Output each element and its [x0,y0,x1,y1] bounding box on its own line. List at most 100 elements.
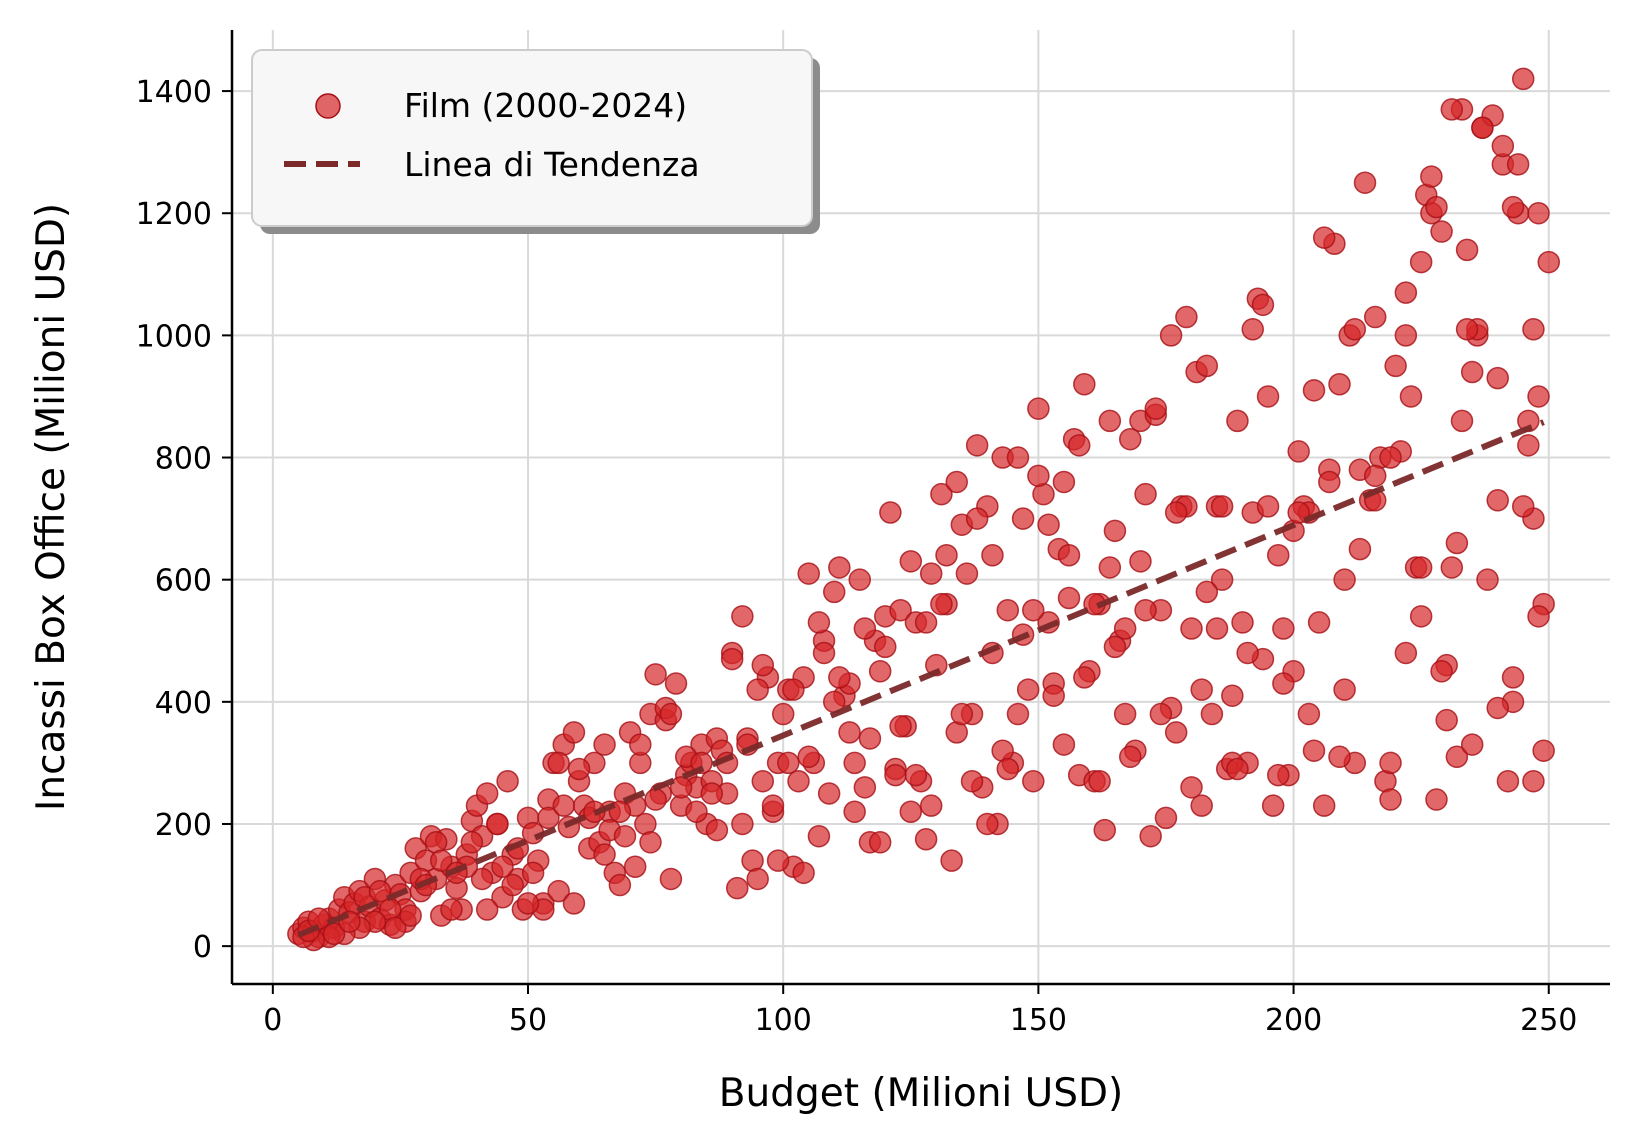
data-point [1384,354,1407,378]
data-point [1506,153,1530,176]
data-point [1144,397,1168,420]
data-point [547,879,570,903]
data-point [1307,611,1331,634]
data-point [1471,116,1494,139]
data-point [1134,598,1157,622]
data-point [996,757,1020,781]
data-point [644,788,667,811]
data-point [1486,696,1509,720]
data-point [1027,397,1050,420]
data-point [868,660,892,683]
data-point [1272,617,1295,640]
data-point [1231,611,1254,634]
data-point [1195,580,1219,604]
data-point [965,434,989,457]
data-point [659,702,683,726]
data-point [1297,702,1321,726]
x-tick-label: 50 [509,1003,547,1038]
data-point [853,776,877,799]
data-point [669,776,693,799]
data-point [384,916,407,940]
data-point [1200,702,1224,726]
data-point [1517,434,1540,457]
data-point [731,605,754,628]
data-point [1154,806,1178,830]
data-point [1440,556,1464,579]
data-point [593,733,616,756]
data-point [874,635,897,659]
data-point [1251,293,1275,317]
data-point [1042,684,1065,707]
data-point [822,580,846,604]
data-point [1394,641,1418,665]
data-point [884,763,907,787]
data-point [1312,794,1336,817]
data-point [838,721,861,744]
data-point [1363,305,1387,329]
data-point [1256,495,1280,518]
data-point [940,849,963,872]
data-point [1455,238,1479,262]
y-tick-label: 600 [155,564,212,599]
legend-label-trend: Linea di Tendenza [404,145,700,184]
data-point [899,800,923,824]
data-point [639,831,662,854]
data-point [1267,543,1290,567]
data-point [1113,702,1137,726]
data-point [537,806,560,830]
data-point [1016,678,1040,701]
data-point [930,482,953,506]
data-point [1501,666,1525,689]
y-tick-label: 1200 [136,197,212,232]
data-point [899,550,923,573]
data-point [1241,318,1264,341]
data-point [981,543,1004,567]
data-point [1455,318,1479,341]
data-point [1103,635,1127,659]
data-point [547,751,570,775]
data-point [889,598,912,622]
data-point [1460,360,1484,384]
data-point [623,855,647,878]
data-point [1093,818,1116,842]
data-point [1318,470,1341,494]
data-point [787,769,810,793]
data-point [1527,201,1550,225]
trend-line-layer [297,419,1545,938]
data-point [608,873,632,897]
data-point [1073,372,1096,396]
data-point [613,824,637,848]
data-point [1052,470,1076,494]
data-point [1221,684,1244,707]
data-point [1343,318,1367,341]
data-point [1379,446,1402,469]
data-point [1180,617,1203,640]
data-point [1057,543,1081,567]
data-point [1511,67,1535,91]
data-point [1006,446,1030,469]
data-point [1409,250,1433,274]
data-point [486,812,509,836]
data-point [1527,605,1550,628]
data-point [562,721,586,744]
data-point [368,879,392,903]
data-point [919,794,943,817]
data-point [751,653,775,677]
data-point [914,611,938,634]
data-point [1496,769,1520,793]
data-point [1164,721,1188,744]
data-point [1210,568,1234,591]
data-point [1476,568,1499,591]
data-point [797,562,820,585]
data-point [1267,763,1290,787]
data-point [1486,489,1509,512]
data-point [1532,739,1555,762]
data-point [807,611,831,634]
data-point [1501,195,1525,219]
data-point [1379,751,1402,775]
data-point [919,562,943,585]
x-tick-label: 100 [755,1003,812,1038]
data-point [1430,220,1453,243]
data-point [1328,745,1351,769]
